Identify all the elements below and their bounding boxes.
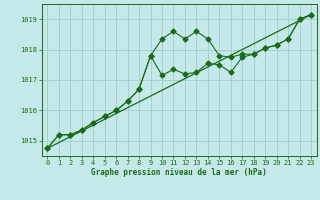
X-axis label: Graphe pression niveau de la mer (hPa): Graphe pression niveau de la mer (hPa) [91, 168, 267, 177]
